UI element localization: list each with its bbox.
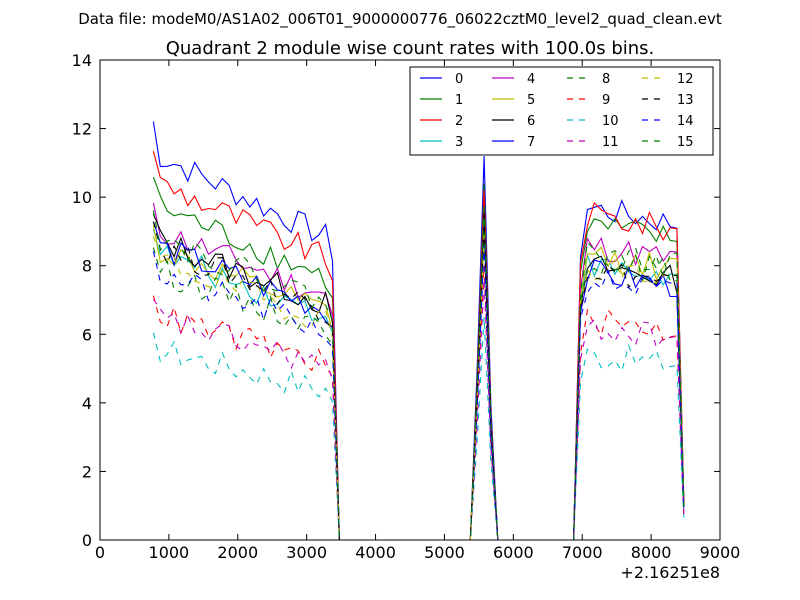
x-tick-label: 7000: [562, 543, 603, 562]
y-tick-label: 12: [72, 120, 92, 139]
x-tick-label: 3000: [286, 543, 327, 562]
legend-label-0: 0: [455, 72, 463, 87]
x-tick-label: 4000: [355, 543, 396, 562]
legend-label-10: 10: [602, 114, 619, 129]
legend-label-14: 14: [677, 114, 694, 129]
plot-frame: [99, 59, 721, 541]
legend-label-13: 13: [677, 93, 694, 108]
y-tick-label: 6: [82, 325, 92, 344]
x-axis: 0 1000 2000 3000 4000 5000 6000 7000 8000 9000: [95, 60, 740, 562]
x-tick-label: 1000: [149, 543, 190, 562]
x-tick-label: 5000: [424, 543, 465, 562]
legend-label-4: 4: [527, 72, 535, 87]
x-offset-label: +2.16251e8: [620, 563, 720, 582]
legend-frame: [409, 66, 714, 156]
y-tick-label: 8: [82, 257, 92, 276]
legend-label-3: 3: [455, 135, 463, 150]
legend-label-7: 7: [527, 135, 535, 150]
y-tick-label: 0: [82, 531, 92, 550]
legend-label-5: 5: [527, 93, 535, 108]
legend-label-8: 8: [602, 72, 610, 87]
x-tick-label: 0: [95, 543, 105, 562]
x-tick-label: 9000: [700, 543, 741, 562]
legend-label-1: 1: [455, 93, 463, 108]
x-tick-label: 8000: [631, 543, 672, 562]
chart-title: Quadrant 2 module wise count rates with …: [166, 38, 655, 59]
x-tick-label: 6000: [493, 543, 534, 562]
y-tick-label: 14: [72, 51, 92, 70]
legend-label-12: 12: [677, 72, 694, 87]
legend-label-2: 2: [455, 114, 463, 129]
legend-label-11: 11: [602, 135, 619, 150]
y-tick-label: 2: [82, 462, 92, 481]
series-line-12: [152, 234, 685, 541]
chart-suptitle: Data file: modeM0/AS1A02_006T01_90000007…: [78, 10, 722, 29]
series-line-9: [152, 265, 685, 541]
series-line-10: [152, 317, 685, 541]
legend-label-15: 15: [677, 135, 694, 150]
legend-label-9: 9: [602, 93, 610, 108]
y-tick-label: 4: [82, 394, 92, 413]
legend-label-6: 6: [527, 114, 535, 129]
x-tick-label: 2000: [217, 543, 258, 562]
y-tick-label: 10: [72, 188, 92, 207]
